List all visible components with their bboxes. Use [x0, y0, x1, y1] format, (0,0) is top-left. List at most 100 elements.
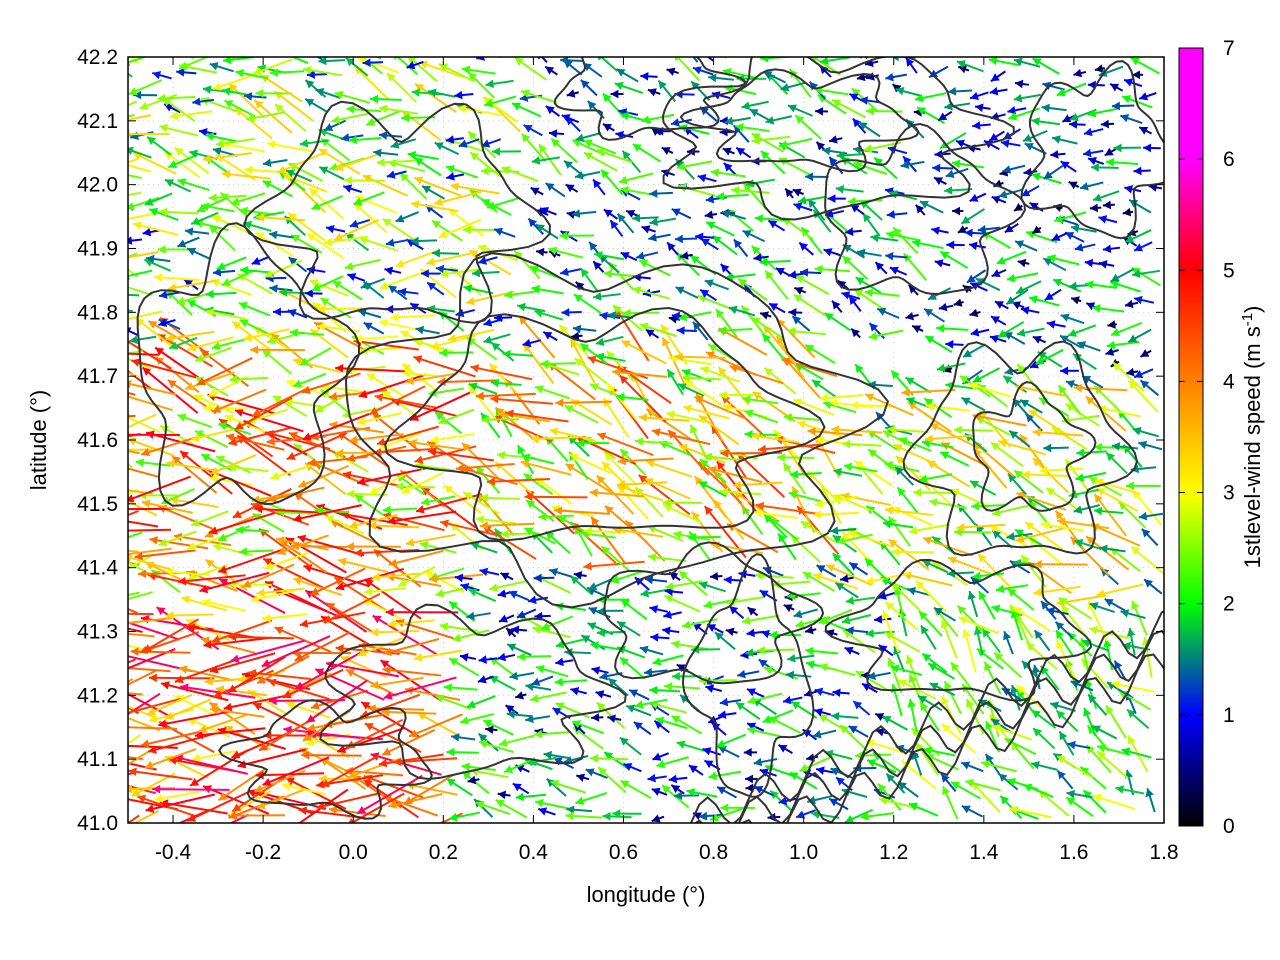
wind-arrow-head [1039, 466, 1048, 475]
wind-arrow-head [818, 616, 828, 625]
wind-arrow-shaft [825, 564, 873, 586]
wind-arrow-head [633, 721, 643, 731]
wind-arrow-head [134, 551, 143, 561]
wind-arrow-head [415, 83, 425, 92]
wind-arrow-head [970, 328, 980, 337]
wind-arrow-head [1043, 170, 1053, 179]
wind-arrow-head [831, 711, 840, 721]
wind-arrow-head [700, 289, 710, 298]
wind-arrow-head [945, 340, 954, 349]
wind-arrow-head [477, 675, 487, 684]
wind-arrow-head [424, 39, 433, 47]
wind-arrow-head [290, 541, 299, 551]
wind-arrow-head [655, 716, 665, 725]
wind-arrow-head [690, 255, 700, 264]
wind-arrow-head [895, 466, 904, 476]
wind-arrow-head [343, 176, 352, 185]
wind-arrow-head [918, 695, 928, 704]
wind-arrow-shaft [128, 133, 138, 138]
wind-arrow-shaft [569, 338, 596, 384]
wind-arrow-head [159, 207, 168, 217]
wind-arrow-head [438, 230, 448, 239]
wind-arrow-head [158, 44, 167, 52]
wind-arrow-head [294, 653, 304, 661]
x-axis-title: longitude (°) [587, 882, 706, 907]
y-tick-label: 42.0 [77, 174, 118, 197]
wind-arrow-head [957, 225, 967, 233]
wind-arrow-head [1021, 188, 1031, 197]
wind-arrow-head [421, 497, 430, 506]
wind-arrow-shaft [144, 748, 197, 769]
wind-arrow-shaft [604, 505, 648, 543]
wind-arrow-shaft [998, 440, 1046, 456]
wind-arrow-head [607, 714, 616, 723]
wind-arrow-head [704, 279, 714, 288]
wind-arrow-head [468, 131, 477, 141]
wind-arrow-shaft [378, 753, 444, 766]
wind-arrow-head [940, 451, 950, 460]
wind-arrow-head [1132, 70, 1141, 80]
wind-arrow-head [512, 783, 522, 792]
wind-arrow-shaft [424, 39, 444, 54]
wind-arrow-head [509, 671, 519, 681]
wind-arrow-head [341, 133, 350, 142]
wind-arrow-shaft [707, 467, 763, 484]
wind-arrow-head [826, 564, 836, 573]
wind-arrow-shaft [242, 563, 295, 588]
wind-arrow-head [1145, 788, 1154, 798]
wind-arrow-head [756, 645, 765, 655]
wind-arrow-head [266, 437, 275, 446]
wind-arrow-head [907, 402, 917, 411]
wind-arrow-head [815, 435, 824, 445]
wind-arrow-shaft [218, 768, 266, 802]
wind-arrow-head [1043, 443, 1052, 453]
wind-arrow-head [1003, 631, 1012, 641]
wind-arrow-shaft [203, 636, 272, 647]
wind-arrow-shaft [902, 572, 953, 587]
wind-arrow-shaft [298, 464, 349, 488]
wind-arrow-head [161, 681, 170, 690]
wind-arrow-head [765, 270, 774, 280]
wind-arrow-head [531, 285, 541, 294]
wind-arrow-head [252, 408, 262, 417]
wind-arrow-head [102, 260, 111, 268]
wind-arrow-head [893, 444, 903, 452]
wind-arrow-shaft [279, 539, 328, 574]
wind-arrow-head [468, 588, 478, 597]
wind-arrow-shaft [405, 533, 456, 545]
wind-arrow-head [1021, 470, 1030, 479]
wind-arrow-head [905, 311, 915, 321]
wind-arrow-head [445, 165, 455, 174]
wind-arrow-head [533, 573, 542, 583]
wind-arrow-shaft [223, 693, 292, 710]
wind-arrow-head [612, 367, 621, 377]
wind-arrow-head [843, 462, 853, 472]
wind-arrow-head [164, 151, 174, 160]
wind-arrow-head [1111, 328, 1121, 337]
wind-arrow-head [345, 669, 355, 678]
wind-arrow-head [951, 159, 961, 169]
wind-arrow-head [288, 431, 298, 440]
wind-arrow-head [1031, 117, 1040, 126]
wind-arrow-head [328, 805, 338, 815]
wind-arrow-shaft [382, 668, 442, 677]
wind-arrow-head [275, 104, 284, 113]
wind-arrow-head [831, 425, 840, 435]
wind-arrow-head [1062, 114, 1072, 123]
wind-arrow-head [116, 334, 125, 342]
wind-arrow-head [676, 664, 686, 673]
wind-arrow-head [1106, 452, 1116, 462]
wind-arrow-head [538, 807, 548, 816]
wind-arrow-head [218, 792, 228, 801]
wind-arrow-head [619, 46, 628, 54]
wind-arrow-head [875, 262, 885, 271]
wind-arrow-head [636, 251, 645, 261]
wind-arrow-head [707, 624, 717, 632]
wind-arrow-head [791, 701, 801, 710]
wind-arrow-head [545, 183, 555, 192]
wind-arrow-shaft [304, 732, 350, 758]
wind-arrow-head [250, 594, 260, 604]
wind-arrow-head [264, 269, 274, 278]
wind-arrow-head [1110, 83, 1120, 92]
wind-arrow-head [908, 802, 918, 811]
